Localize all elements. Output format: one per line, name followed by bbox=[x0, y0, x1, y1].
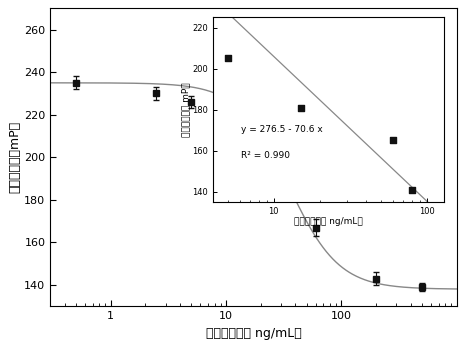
Y-axis label: 荺光偏振値（mP）: 荺光偏振値（mP） bbox=[8, 121, 21, 193]
X-axis label: 蝇毒磷浓度（ ng/mL）: 蝇毒磷浓度（ ng/mL） bbox=[206, 327, 301, 340]
